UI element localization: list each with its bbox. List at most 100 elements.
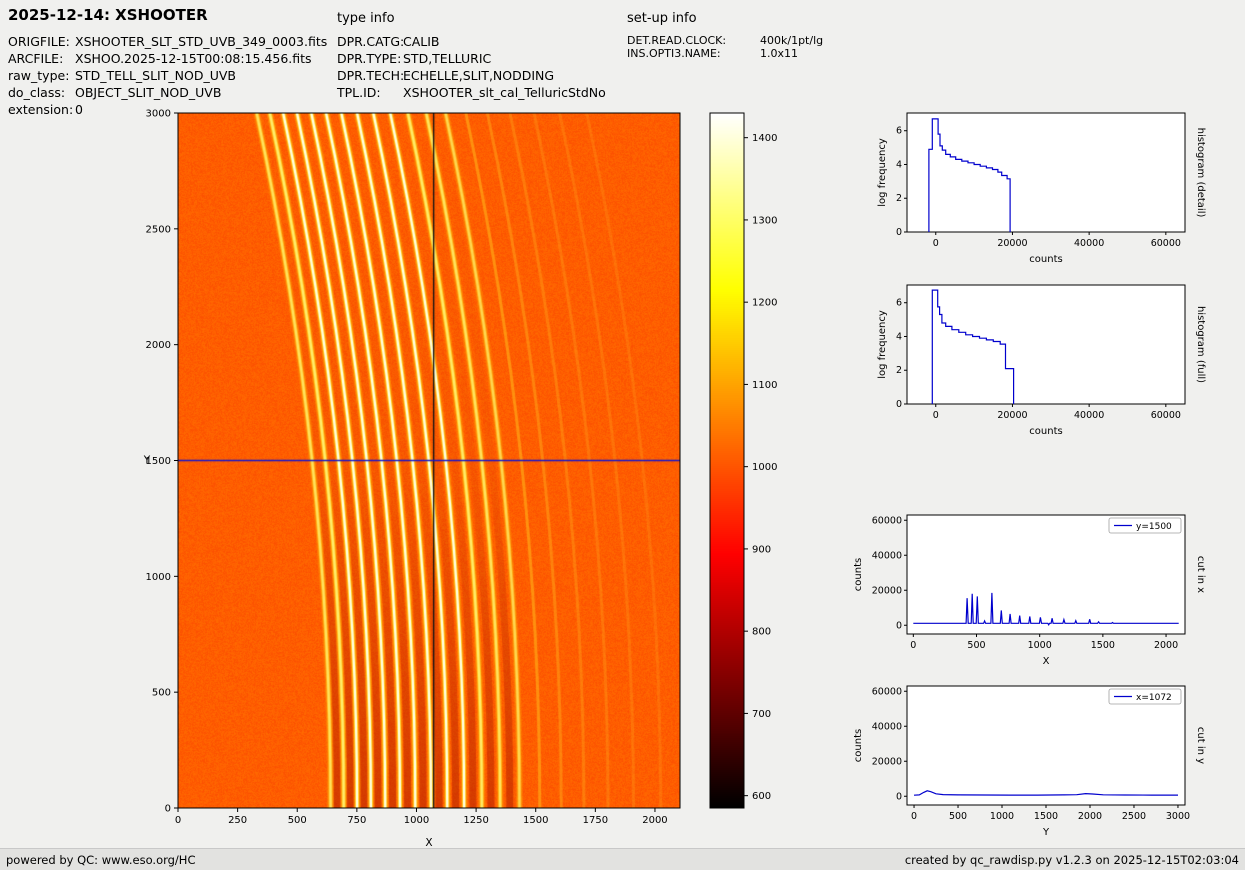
meta-value: CALIB <box>403 33 440 50</box>
meta-value: 1.0x11 <box>760 47 798 60</box>
meta-value: XSHOOTER_SLT_STD_UVB_349_0003.fits <box>75 33 327 50</box>
tick-label: 0 <box>896 791 902 802</box>
meta-row: DET.READ.CLOCK: 400k/1pt/lg <box>627 34 823 47</box>
file-info-block: ORIGFILE: XSHOOTER_SLT_STD_UVB_349_0003.f… <box>8 33 327 118</box>
tick-label: 60000 <box>872 686 902 697</box>
tick-label: 500 <box>967 640 985 651</box>
tick-label: 1000 <box>752 462 777 473</box>
raw-frame-image <box>178 113 680 808</box>
tick-label: 40000 <box>872 550 902 561</box>
tick-label: 1400 <box>752 133 777 144</box>
meta-label: DPR.CATG: <box>337 33 403 50</box>
tick-label: 40000 <box>1074 238 1104 249</box>
tick-label: 0 <box>933 238 939 249</box>
tick-label: 60000 <box>1151 410 1181 421</box>
meta-row: DPR.TECH: ECHELLE,SLIT,NODDING <box>337 67 606 84</box>
tick-label: 2500 <box>1122 811 1146 822</box>
plot-area <box>907 113 1185 232</box>
tick-label: 20000 <box>872 585 902 596</box>
meta-label: DPR.TECH: <box>337 67 403 84</box>
tick-label: 0 <box>896 620 902 631</box>
tick-label: 2000 <box>1154 640 1178 651</box>
meta-row: raw_type: STD_TELL_SLIT_NOD_UVB <box>8 67 327 84</box>
meta-value: STD,TELLURIC <box>403 50 491 67</box>
tick-label: 60000 <box>1151 238 1181 249</box>
meta-label: do_class: <box>8 84 75 101</box>
meta-label: raw_type: <box>8 67 75 84</box>
x-axis-label: Y <box>1042 827 1050 838</box>
tick-label: 0 <box>910 640 916 651</box>
tick-label: 1000 <box>404 815 429 826</box>
meta-label: DPR.TYPE: <box>337 50 403 67</box>
tick-label: 900 <box>752 544 771 555</box>
tick-label: 4 <box>896 159 902 170</box>
meta-row: DPR.CATG: CALIB <box>337 33 606 50</box>
qc-report-page: 2025-12-14: XSHOOTER type info set-up in… <box>0 0 1245 870</box>
tick-label: 0 <box>911 811 917 822</box>
meta-value: XSHOOTER_slt_cal_TelluricStdNo <box>403 84 606 101</box>
legend-label: x=1072 <box>1136 693 1172 703</box>
tick-label: 1000 <box>1028 640 1052 651</box>
plot-line-cut-in-y <box>914 791 1178 795</box>
tick-label: 3000 <box>1166 811 1190 822</box>
tick-label: 500 <box>152 688 171 699</box>
tick-label: 40000 <box>1074 410 1104 421</box>
meta-row: ORIGFILE: XSHOOTER_SLT_STD_UVB_349_0003.f… <box>8 33 327 50</box>
tick-label: 2 <box>896 365 902 376</box>
tick-label: 60000 <box>872 515 902 526</box>
meta-value: 0 <box>75 101 83 118</box>
tick-label: 500 <box>949 811 967 822</box>
legend-box <box>1109 518 1181 533</box>
tick-label: 1500 <box>1091 640 1115 651</box>
meta-row: ARCFILE: XSHOO.2025-12-15T00:08:15.456.fi… <box>8 50 327 67</box>
meta-value: OBJECT_SLIT_NOD_UVB <box>75 84 221 101</box>
tick-label: 20000 <box>997 238 1027 249</box>
tick-label: 4 <box>896 331 902 342</box>
y-axis-label: counts <box>853 558 864 591</box>
footer-credit-left: powered by QC: www.eso.org/HC <box>6 853 195 867</box>
legend-box <box>1109 689 1181 704</box>
tick-label: 6 <box>896 126 902 137</box>
meta-value: XSHOO.2025-12-15T00:08:15.456.fits <box>75 50 312 67</box>
side-label: histogram (full) <box>1195 306 1206 383</box>
y-axis-label: log frequency <box>877 310 888 379</box>
colorbar <box>710 113 744 808</box>
plot-area <box>907 285 1185 404</box>
plot-area <box>907 515 1185 634</box>
tick-label: 0 <box>175 815 181 826</box>
tick-label: 1000 <box>146 572 171 583</box>
tick-label: 1500 <box>523 815 548 826</box>
tick-label: 1200 <box>752 298 777 309</box>
plot-area <box>907 686 1185 805</box>
legend-label: y=1500 <box>1136 522 1172 532</box>
meta-label: ARCFILE: <box>8 50 75 67</box>
tick-label: 600 <box>752 791 771 802</box>
tick-label: 700 <box>752 709 771 720</box>
tick-label: 40000 <box>872 721 902 732</box>
meta-row: do_class: OBJECT_SLIT_NOD_UVB <box>8 84 327 101</box>
tick-label: 2000 <box>642 815 667 826</box>
tick-label: 1250 <box>463 815 488 826</box>
tick-label: 1300 <box>752 215 777 226</box>
tick-label: 1500 <box>146 456 171 467</box>
tick-label: 1100 <box>752 380 777 391</box>
meta-label: DET.READ.CLOCK: <box>627 34 760 47</box>
setup-info-heading: set-up info <box>627 11 697 26</box>
tick-label: 500 <box>288 815 307 826</box>
tick-label: 800 <box>752 627 771 638</box>
tick-label: 0 <box>933 410 939 421</box>
tick-label: 1000 <box>990 811 1014 822</box>
meta-row: DPR.TYPE: STD,TELLURIC <box>337 50 606 67</box>
page-title: 2025-12-14: XSHOOTER <box>8 6 208 24</box>
x-axis-label: counts <box>1029 254 1062 265</box>
tick-label: 6 <box>896 298 902 309</box>
tick-label: 250 <box>228 815 247 826</box>
tick-label: 20000 <box>872 756 902 767</box>
meta-value: ECHELLE,SLIT,NODDING <box>403 67 554 84</box>
tick-label: 750 <box>347 815 366 826</box>
tick-label: 20000 <box>997 410 1027 421</box>
type-info-block: DPR.CATG: CALIB DPR.TYPE: STD,TELLURIC DPR… <box>337 33 606 101</box>
footer: powered by QC: www.eso.org/HC created by… <box>0 848 1245 870</box>
y-axis-label: Y <box>143 455 151 467</box>
y-axis-label: log frequency <box>877 138 888 207</box>
